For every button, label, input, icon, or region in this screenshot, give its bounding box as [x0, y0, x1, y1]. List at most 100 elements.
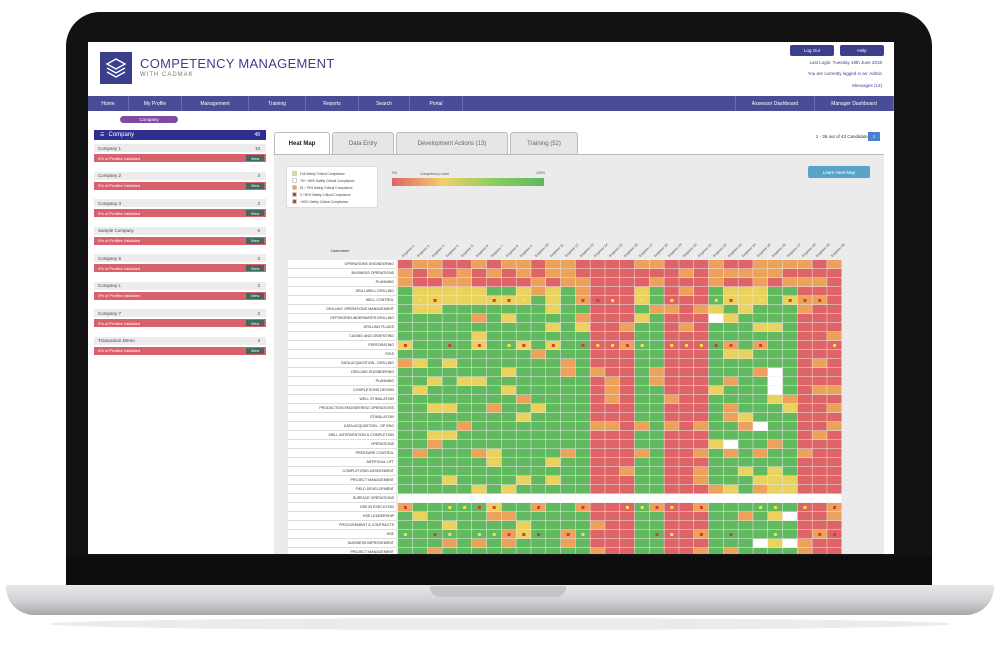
heatmap-cell[interactable]	[738, 431, 753, 440]
heatmap-cell[interactable]	[738, 341, 753, 350]
heatmap-cell[interactable]	[797, 287, 812, 296]
heatmap-cell[interactable]	[708, 440, 724, 449]
heatmap-cell[interactable]	[501, 377, 516, 386]
heatmap-cell[interactable]	[427, 287, 442, 296]
heatmap-cell[interactable]	[679, 269, 694, 278]
nav-manager-dashboard[interactable]: Manager Dashboard	[815, 96, 894, 111]
heatmap-cell[interactable]	[605, 377, 620, 386]
heatmap-cell[interactable]	[782, 305, 798, 314]
heatmap-cell[interactable]	[427, 305, 442, 314]
heatmap-cell[interactable]	[442, 350, 457, 359]
heatmap-cell[interactable]	[664, 476, 679, 485]
heatmap-cell[interactable]	[812, 386, 827, 395]
heatmap-cell[interactable]	[723, 503, 738, 512]
heatmap-cell[interactable]	[649, 332, 664, 341]
heatmap-cell[interactable]	[442, 287, 457, 296]
heatmap-cell[interactable]	[501, 440, 516, 449]
heatmap-cell[interactable]	[634, 386, 650, 395]
heatmap-cell[interactable]	[723, 314, 738, 323]
heatmap-cell[interactable]	[560, 539, 576, 548]
heatmap-cell[interactable]	[649, 287, 664, 296]
heatmap-cell[interactable]	[620, 413, 635, 422]
heatmap-cell[interactable]	[649, 449, 664, 458]
heatmap-cell[interactable]	[797, 368, 812, 377]
tab-heat-map[interactable]: Heat Map	[274, 132, 330, 155]
heatmap-cell[interactable]	[708, 476, 724, 485]
heatmap-cell[interactable]	[486, 467, 502, 476]
heatmap-cell[interactable]	[457, 413, 472, 422]
heatmap-cell[interactable]	[797, 422, 812, 431]
heatmap-cell[interactable]	[679, 512, 694, 521]
heatmap-cell[interactable]	[649, 404, 664, 413]
heatmap-cell[interactable]	[590, 368, 605, 377]
heatmap-cell[interactable]	[457, 386, 472, 395]
heatmap-cell[interactable]	[605, 494, 620, 503]
heatmap-cell[interactable]	[590, 512, 605, 521]
heatmap-cell[interactable]	[516, 548, 531, 554]
heatmap-cell[interactable]	[679, 458, 694, 467]
heatmap-cell[interactable]	[753, 350, 768, 359]
heatmap-cell[interactable]	[634, 422, 650, 431]
heatmap-cell[interactable]	[427, 467, 442, 476]
heatmap-cell[interactable]	[827, 485, 842, 494]
heatmap-cell[interactable]	[486, 377, 502, 386]
heatmap-cell[interactable]	[486, 395, 502, 404]
heatmap-cell[interactable]	[516, 269, 531, 278]
heatmap-cell[interactable]	[398, 359, 413, 368]
heatmap-cell[interactable]	[486, 539, 502, 548]
heatmap-cell[interactable]	[560, 377, 576, 386]
heatmap-cell[interactable]	[605, 413, 620, 422]
heatmap-cell[interactable]	[605, 386, 620, 395]
heatmap-cell[interactable]	[664, 521, 679, 530]
heatmap-cell[interactable]	[753, 368, 768, 377]
heatmap-cell[interactable]	[560, 449, 576, 458]
heatmap-cell[interactable]	[472, 314, 487, 323]
heatmap-cell[interactable]	[797, 404, 812, 413]
heatmap-cell[interactable]	[723, 413, 738, 422]
heatmap-cell[interactable]	[738, 422, 753, 431]
heatmap-cell[interactable]	[472, 269, 487, 278]
heatmap-cell[interactable]	[590, 431, 605, 440]
heatmap-cell[interactable]	[620, 377, 635, 386]
heatmap-cell[interactable]	[782, 269, 798, 278]
heatmap-cell[interactable]	[546, 359, 561, 368]
heatmap-cell[interactable]	[560, 467, 576, 476]
heatmap-cell[interactable]	[664, 278, 679, 287]
heatmap-cell[interactable]	[708, 539, 724, 548]
heatmap-cell[interactable]	[516, 512, 531, 521]
heatmap-cell[interactable]	[812, 521, 827, 530]
heatmap-cell[interactable]	[398, 485, 413, 494]
heatmap-cell[interactable]	[782, 386, 798, 395]
heatmap-cell[interactable]	[442, 278, 457, 287]
heatmap-cell[interactable]	[679, 278, 694, 287]
heatmap-cell[interactable]	[605, 395, 620, 404]
heatmap-cell[interactable]	[738, 395, 753, 404]
heatmap-cell[interactable]	[723, 278, 738, 287]
heatmap-cell[interactable]	[708, 314, 724, 323]
heatmap-cell[interactable]	[827, 332, 842, 341]
heatmap-cell[interactable]	[531, 386, 546, 395]
heatmap-cell[interactable]	[398, 314, 413, 323]
heatmap-cell[interactable]	[457, 350, 472, 359]
heatmap-cell[interactable]	[427, 278, 442, 287]
heatmap-cell[interactable]	[516, 359, 531, 368]
heatmap-cell[interactable]	[694, 296, 709, 305]
heatmap-cell[interactable]	[694, 539, 709, 548]
heatmap-cell[interactable]	[472, 431, 487, 440]
heatmap-cell[interactable]	[590, 485, 605, 494]
heatmap-cell[interactable]	[782, 449, 798, 458]
heatmap-cell[interactable]	[620, 548, 635, 554]
heatmap-cell[interactable]	[412, 539, 428, 548]
heatmap-cell[interactable]	[797, 341, 812, 350]
heatmap-cell[interactable]	[501, 332, 516, 341]
heatmap-cell[interactable]	[694, 287, 709, 296]
heatmap-cell[interactable]	[812, 395, 827, 404]
company-chip[interactable]: Company	[120, 116, 178, 123]
heatmap-cell[interactable]	[738, 314, 753, 323]
heatmap-cell[interactable]	[531, 260, 546, 269]
heatmap-cell[interactable]	[782, 260, 798, 269]
heatmap-cell[interactable]	[442, 269, 457, 278]
heatmap-cell[interactable]	[560, 305, 576, 314]
heatmap-cell[interactable]	[634, 449, 650, 458]
heatmap-cell[interactable]	[768, 323, 783, 332]
